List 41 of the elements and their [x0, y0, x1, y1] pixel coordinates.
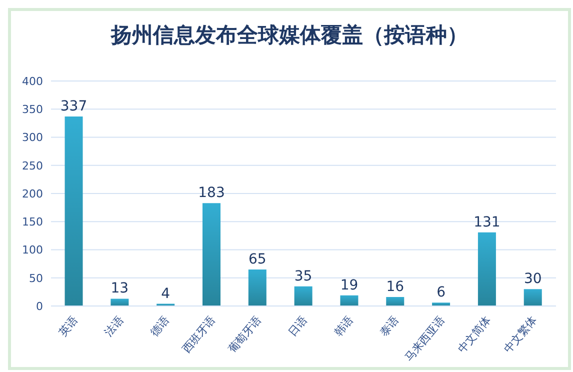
y-tick-label: 200 — [22, 187, 43, 200]
data-label: 65 — [248, 251, 266, 268]
data-label: 337 — [60, 98, 88, 114]
data-label: 35 — [294, 268, 312, 284]
data-label: 183 — [198, 185, 225, 202]
x-tick-label: 法语 — [102, 314, 126, 339]
y-tick-label: 50 — [29, 272, 43, 285]
x-tick-label: 英语 — [56, 314, 80, 339]
x-tick-label: 韩语 — [332, 314, 356, 339]
bar — [524, 289, 542, 306]
bar — [202, 203, 220, 306]
y-tick-label: 100 — [22, 244, 43, 257]
x-tick-label: 中文简体 — [455, 314, 494, 356]
x-tick-label: 西班牙语 — [180, 314, 218, 356]
x-tick-label: 德语 — [148, 314, 172, 339]
bar — [248, 269, 266, 306]
x-tick-label: 泰语 — [378, 314, 402, 339]
x-tick-label: 日语 — [286, 314, 310, 339]
x-tick-label: 中文繁体 — [501, 314, 540, 356]
y-tick-label: 300 — [22, 131, 43, 144]
x-tick-label: 马来西亚语 — [402, 314, 448, 364]
bar — [386, 297, 404, 306]
bar — [64, 116, 83, 306]
data-label: 30 — [524, 271, 542, 288]
bar — [340, 295, 358, 306]
bar — [294, 286, 312, 306]
data-label: 131 — [474, 214, 500, 230]
data-label: 4 — [161, 286, 170, 302]
y-tick-label: 400 — [22, 74, 43, 88]
chart-title: 扬州信息发布全球媒体覆盖（按语种） — [110, 21, 469, 49]
bar — [110, 298, 129, 306]
bar — [478, 232, 496, 306]
x-tick-label: 葡萄牙语 — [226, 314, 264, 356]
data-label: 13 — [110, 280, 129, 297]
y-tick-label: 150 — [22, 216, 43, 229]
data-label: 19 — [340, 277, 358, 294]
data-label: 16 — [386, 279, 404, 295]
y-tick-label: 250 — [22, 159, 43, 172]
y-tick-label: 0 — [36, 300, 43, 313]
data-label: 6 — [436, 284, 446, 301]
y-tick-label: 350 — [22, 103, 43, 116]
